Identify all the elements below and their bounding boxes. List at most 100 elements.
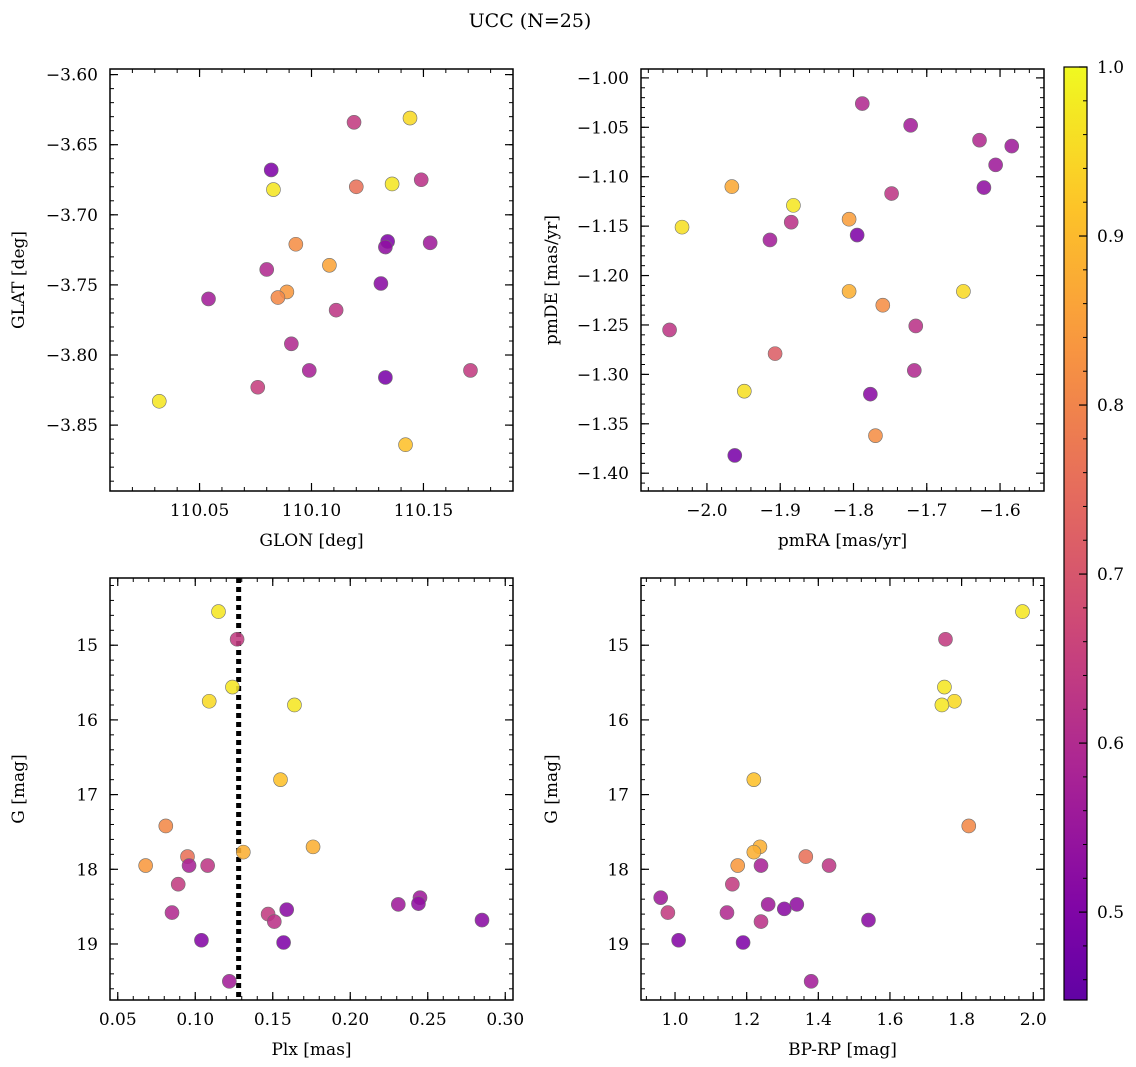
x-tick-label: 0.05 <box>99 1010 137 1030</box>
colorbar-tick-label: 0.5 <box>1097 903 1124 923</box>
scatter-point <box>422 235 438 251</box>
y-tick-label: −3.80 <box>46 346 98 366</box>
scatter-point <box>727 448 743 463</box>
x-axis-label: pmRA [mas/yr] <box>778 531 907 551</box>
scatter-point <box>279 902 295 917</box>
y-tick-label: −3.85 <box>46 416 98 436</box>
plot-frame <box>640 68 1045 492</box>
scatter-point <box>724 179 740 194</box>
scatter-point <box>783 214 799 230</box>
scatter-point <box>934 697 950 713</box>
scatter-point <box>1015 604 1030 619</box>
data-points <box>653 604 1030 989</box>
scatter-point <box>373 276 389 291</box>
scatter-point <box>463 363 478 378</box>
x-tick-label: −1.8 <box>833 501 874 521</box>
scatter-point <box>270 290 286 305</box>
plot-frame <box>109 577 514 1001</box>
x-tick-label: 1.4 <box>805 1010 832 1030</box>
y-tick-label: −3.65 <box>46 136 98 156</box>
x-tick-label: 110.05 <box>170 501 229 521</box>
scatter-point <box>390 897 406 912</box>
panel-glon-glat: 110.05 110.10 110.15 −3.85 −3.80 −3.75 −3.70 −3… <box>9 66 514 551</box>
y-tick-label: 16 <box>76 711 98 731</box>
scatter-point <box>746 844 762 860</box>
scatter-point <box>222 974 237 989</box>
panel-bprp-g: 1.0 1.2 1.4 1.6 1.8 2.0 15 16 17 18 19 BP-RP [mag] G… <box>542 577 1047 1060</box>
colorbar-tick-label: 0.8 <box>1097 396 1124 416</box>
figure-title: UCC (N=25) <box>469 10 592 32</box>
y-tick-label: 17 <box>76 786 98 806</box>
scatter-point <box>250 379 266 395</box>
scatter-point <box>474 912 490 928</box>
scatter-point <box>288 236 304 252</box>
scatter-point <box>287 697 302 713</box>
x-tick-label: 1.8 <box>948 1010 975 1030</box>
x-tick-label: 2.0 <box>1020 1010 1047 1030</box>
scatter-point <box>725 876 740 892</box>
x-tick-label: −1.6 <box>979 501 1020 521</box>
x-tick-label: 0.15 <box>254 1010 292 1030</box>
scatter-point <box>266 914 282 929</box>
y-tick-label: −3.75 <box>46 276 98 296</box>
scatter-point <box>730 858 746 873</box>
scatter-point <box>200 858 215 873</box>
scatter-point <box>211 604 226 619</box>
scatter-point <box>236 844 251 860</box>
x-axis-label: GLON [deg] <box>259 531 363 551</box>
scatter-point <box>201 693 217 709</box>
scatter-point <box>322 257 337 273</box>
scatter-point <box>305 839 321 855</box>
colorbar: 0.5 0.6 0.7 0.8 0.9 1.0 <box>1063 58 1124 1001</box>
x-tick-label: 0.25 <box>409 1010 447 1030</box>
y-tick-label: −1.35 <box>577 415 629 435</box>
colorbar-tick-label: 0.6 <box>1097 734 1124 754</box>
scatter-point <box>266 182 281 197</box>
y-tick-label: 18 <box>76 860 98 880</box>
scatter-point <box>662 322 677 338</box>
scatter-point <box>348 179 364 195</box>
scatter-point <box>976 180 992 195</box>
scatter-point <box>937 679 952 695</box>
colorbar-gradient <box>1063 66 1088 1001</box>
scatter-point <box>746 772 762 787</box>
scatter-point <box>863 386 878 402</box>
scatter-point <box>671 932 686 948</box>
scatter-point <box>762 232 778 248</box>
y-axis-label: G [mag] <box>9 754 29 823</box>
scatter-point <box>776 901 792 917</box>
scatter-point <box>884 186 899 201</box>
scatter-point <box>903 118 918 133</box>
y-tick-label: −1.15 <box>577 217 629 237</box>
scatter-point <box>849 227 865 243</box>
scatter-point <box>170 876 186 892</box>
scatter-point <box>413 172 429 188</box>
scatter-point <box>263 162 279 178</box>
data-points <box>662 96 1020 463</box>
scatter-point <box>378 370 393 385</box>
panel-pmra-pmde: −2.0 −1.9 −1.8 −1.7 −1.6 −1.40 −1.35 −1.30 −1.25… <box>542 68 1045 551</box>
scatter-point <box>229 631 245 647</box>
scatter-point <box>674 219 690 235</box>
scatter-point <box>284 336 299 352</box>
scatter-point <box>735 935 751 950</box>
scatter-point <box>789 897 805 912</box>
scatter-point <box>181 858 197 873</box>
scatter-point <box>956 284 971 299</box>
scatter-point <box>1004 138 1020 154</box>
y-axis-label: GLAT [deg] <box>9 231 29 329</box>
scatter-point <box>841 211 857 227</box>
colorbar-tick-label: 1.0 <box>1097 58 1124 78</box>
scatter-point <box>138 858 153 873</box>
scatter-point <box>276 935 291 950</box>
y-tick-label: 15 <box>607 636 629 656</box>
colorbar-tick-label: 0.7 <box>1097 565 1124 585</box>
scatter-point <box>753 914 769 929</box>
y-axis-label: pmDE [mas/yr] <box>542 215 562 345</box>
x-tick-label: −1.7 <box>906 501 947 521</box>
y-tick-label: 19 <box>76 935 98 955</box>
y-tick-label: −1.30 <box>577 365 629 385</box>
scatter-point <box>767 346 783 361</box>
scatter-point <box>875 297 891 313</box>
